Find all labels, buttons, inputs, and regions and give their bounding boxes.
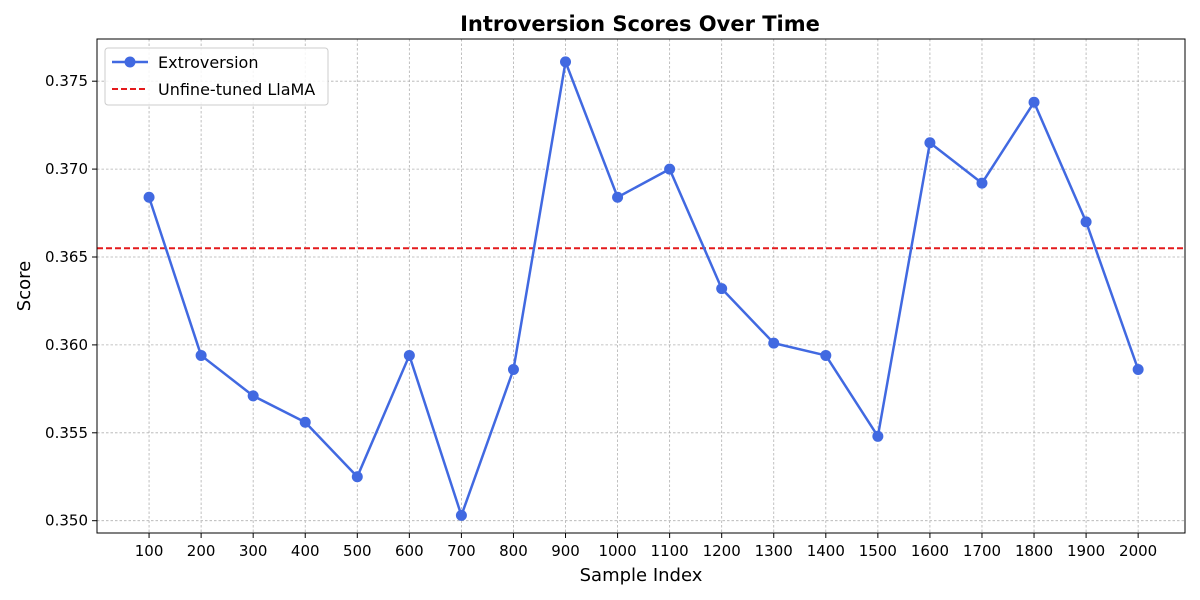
x-tick-label: 1000 bbox=[598, 542, 636, 560]
y-tick-label: 0.375 bbox=[45, 72, 88, 90]
data-point bbox=[455, 509, 467, 521]
x-tick-label: 600 bbox=[395, 542, 424, 560]
data-point bbox=[976, 177, 988, 189]
x-tick-label: 300 bbox=[239, 542, 268, 560]
y-tick-label: 0.350 bbox=[45, 512, 88, 530]
data-point bbox=[143, 191, 155, 203]
x-tick-label: 100 bbox=[135, 542, 164, 560]
y-axis-ticks: 0.350 0.355 0.360 0.365 0.370 0.375 bbox=[45, 72, 97, 530]
data-point bbox=[768, 337, 780, 349]
data-point bbox=[612, 191, 624, 203]
x-tick-label: 1100 bbox=[651, 542, 689, 560]
x-tick-label: 1200 bbox=[703, 542, 741, 560]
legend-box bbox=[104, 47, 329, 106]
x-axis-label: Sample Index bbox=[580, 565, 703, 586]
data-point bbox=[247, 390, 259, 402]
data-point bbox=[716, 283, 728, 295]
y-tick-label: 0.360 bbox=[45, 336, 88, 354]
x-tick-label: 700 bbox=[447, 542, 476, 560]
data-point bbox=[403, 349, 415, 361]
x-tick-label: 500 bbox=[343, 542, 372, 560]
x-tick-label: 1700 bbox=[963, 542, 1001, 560]
x-tick-label: 1300 bbox=[755, 542, 793, 560]
data-point bbox=[664, 163, 676, 175]
data-point bbox=[195, 349, 207, 361]
data-point bbox=[872, 430, 884, 442]
data-point bbox=[820, 349, 832, 361]
x-tick-label: 200 bbox=[187, 542, 216, 560]
data-point bbox=[560, 56, 572, 68]
y-axis-label: Score bbox=[14, 261, 35, 311]
legend-label-extroversion: Extroversion bbox=[158, 53, 258, 72]
data-point bbox=[1132, 364, 1144, 376]
chart-title: Introversion Scores Over Time bbox=[460, 12, 820, 36]
x-tick-label: 1600 bbox=[911, 542, 949, 560]
series-line-extroversion bbox=[147, 60, 1140, 517]
data-point bbox=[1028, 96, 1040, 108]
x-axis-ticks: 100 200 300 400 500 600 700 800 900 1000 1100 1200 1… bbox=[135, 533, 1157, 560]
y-tick-label: 0.365 bbox=[45, 248, 88, 266]
legend-swatch-extroversion-marker bbox=[124, 56, 136, 68]
x-tick-label: 1500 bbox=[859, 542, 897, 560]
legend: Extroversion Unfine-tuned LlaMA bbox=[104, 47, 329, 106]
data-point bbox=[507, 364, 519, 376]
y-tick-label: 0.355 bbox=[45, 424, 88, 442]
x-tick-label: 1800 bbox=[1015, 542, 1053, 560]
x-tick-label: 400 bbox=[291, 542, 320, 560]
legend-label-reference: Unfine-tuned LlaMA bbox=[158, 80, 315, 99]
x-tick-label: 2000 bbox=[1119, 542, 1157, 560]
x-tick-label: 1900 bbox=[1067, 542, 1105, 560]
data-point bbox=[299, 416, 311, 428]
data-point bbox=[351, 471, 363, 483]
grid bbox=[97, 39, 1185, 533]
x-tick-label: 800 bbox=[499, 542, 528, 560]
data-point bbox=[1080, 216, 1092, 228]
plot-frame bbox=[96, 38, 1186, 534]
x-tick-label: 900 bbox=[551, 542, 580, 560]
x-tick-label: 1400 bbox=[807, 542, 845, 560]
data-point bbox=[924, 137, 936, 149]
series-layer bbox=[143, 56, 1144, 521]
y-tick-label: 0.370 bbox=[45, 160, 88, 178]
